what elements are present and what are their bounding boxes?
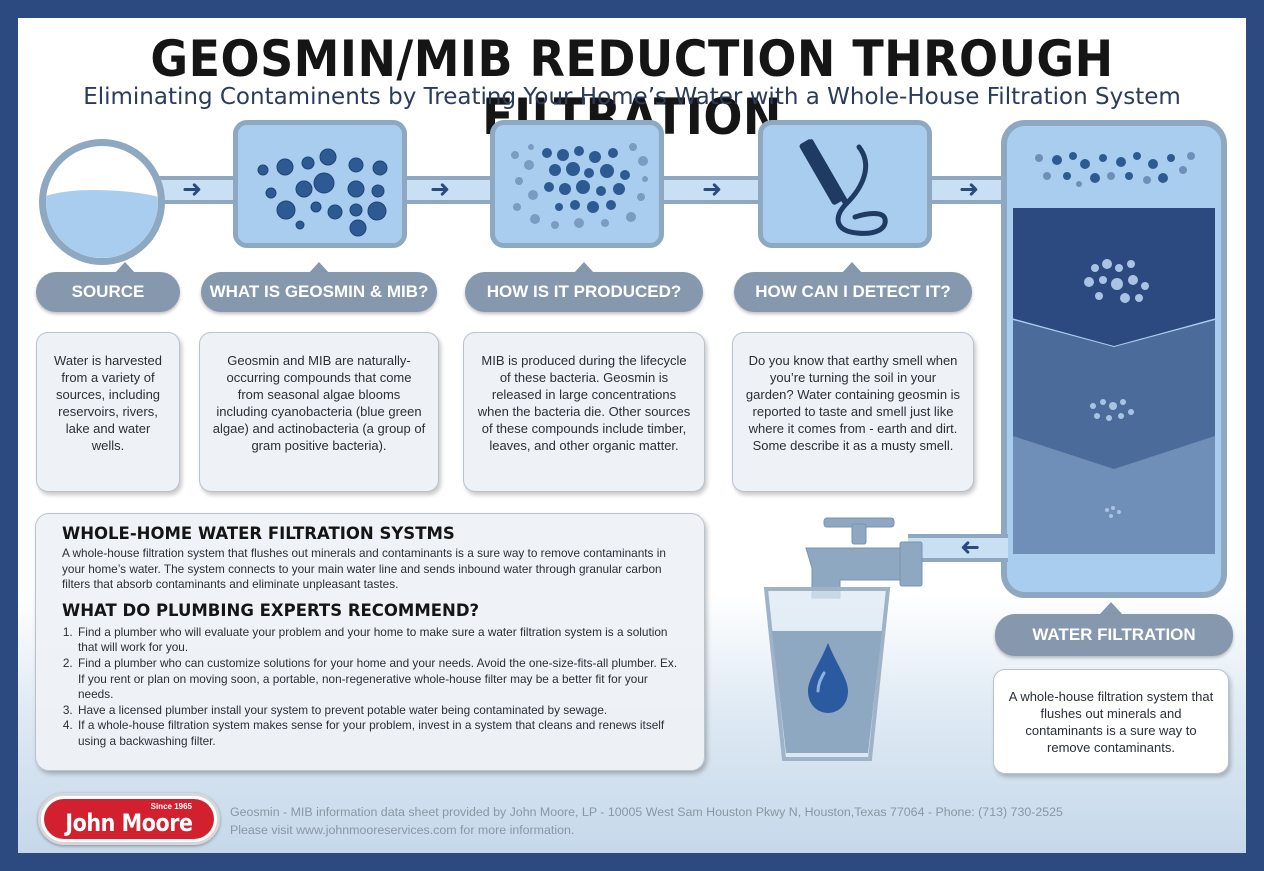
particle-cluster-icon [257, 148, 388, 237]
filtration-tank [1001, 120, 1227, 598]
john-moore-logo[interactable]: Since 1965 John Moore [38, 793, 220, 845]
info-heading-recommend: WHAT DO PLUMBING EXPERTS RECOMMEND? [62, 600, 480, 620]
water-glass-icon [763, 587, 891, 761]
particle-cluster-icon [1084, 259, 1149, 518]
particle-cluster-icon [1035, 152, 1195, 187]
card-water-filtration: A whole-house filtration system that flu… [993, 669, 1229, 774]
label-water-filtration: WATER FILTRATION [995, 614, 1233, 656]
label-source: SOURCE [36, 272, 180, 312]
card-source: Water is harvested from a variety of sou… [36, 332, 180, 492]
arrow-left-icon: ➜ [960, 534, 981, 561]
label-how-produced: HOW IS IT PRODUCED? [465, 272, 703, 312]
page-title: GEOSMIN/MIB REDUCTION THROUGH FILTRATION [150, 30, 1114, 146]
footer-line-2[interactable]: Please visit www.johnmooreservices.com f… [230, 823, 575, 837]
list-item: Have a licensed plumber install your sys… [76, 703, 682, 719]
list-item: Find a plumber who will evaluate your pr… [76, 625, 682, 656]
production-particles-tile [490, 120, 664, 248]
geosmin-particles-tile [233, 120, 407, 248]
filter-layer-1 [1013, 208, 1215, 346]
info-paragraph: A whole-house filtration system that flu… [62, 546, 666, 592]
footer-line-1: Geosmin - MIB information data sheet pro… [230, 805, 1063, 819]
faucet-icon [805, 517, 923, 599]
list-item: If a whole-house filtration system makes… [76, 718, 682, 749]
card-what-is: Geosmin and MIB are naturally-occurring … [199, 332, 439, 492]
infographic-sheet: GEOSMIN/MIB REDUCTION THROUGH FILTRATION… [18, 18, 1246, 853]
logo-name: John Moore [65, 809, 193, 837]
arrow-right-icon: ➜ [959, 176, 980, 203]
clothespin-nose-icon [799, 139, 888, 236]
page-subtitle: Eliminating Contaminents by Treating You… [83, 84, 1181, 110]
info-heading-systems: WHOLE-HOME WATER FILTRATION SYSTMS [62, 524, 455, 543]
arrow-right-icon: ➜ [430, 176, 451, 203]
arrow-right-icon: ➜ [702, 176, 723, 203]
label-what-is: WHAT IS GEOSMIN & MIB? [201, 272, 437, 312]
particle-cluster-icon [511, 143, 648, 229]
label-how-detect: HOW CAN I DETECT IT? [734, 272, 972, 312]
logo-since: Since 1965 [150, 802, 192, 811]
water-circle-icon [39, 139, 165, 265]
recommendation-list: Find a plumber who will evaluate your pr… [62, 625, 682, 750]
list-item: Find a plumber who can customize solutio… [76, 656, 682, 703]
footer-info: Geosmin - MIB information data sheet pro… [230, 803, 1063, 839]
smell-detection-tile [758, 120, 932, 248]
card-how-detect: Do you know that earthy smell when you’r… [732, 332, 974, 492]
arrow-right-icon: ➜ [182, 176, 203, 203]
card-how-produced: MIB is produced during the lifecycle of … [463, 332, 705, 492]
info-panel: WHOLE-HOME WATER FILTRATION SYSTMS A who… [35, 513, 705, 771]
outlet-pipe [908, 534, 1008, 562]
